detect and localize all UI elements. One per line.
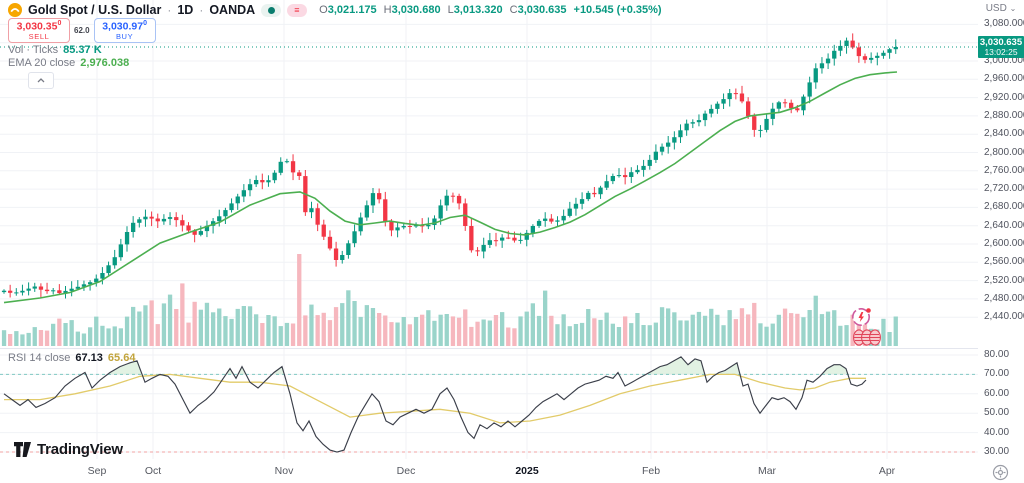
rsi-axis-label: 70.00 <box>984 368 1010 379</box>
flash-event-icon[interactable] <box>851 306 873 328</box>
high-value: 3,030.680 <box>391 4 441 16</box>
price-axis-label: 2,720.000 <box>984 183 1024 194</box>
ohlc-readout: O3,021.175 H3,030.680 L3,013.320 C3,030.… <box>319 4 662 16</box>
interval-label[interactable]: 1D <box>177 3 194 17</box>
price-axis-label: 2,880.000 <box>984 110 1024 121</box>
current-price-tag: 3,030.635 13:02:25 <box>978 36 1024 58</box>
open-value: 3,021.175 <box>327 4 377 16</box>
price-axis-label: 2,840.000 <box>984 128 1024 139</box>
time-axis-label: Mar <box>757 465 777 477</box>
rsi-ma-value: 65.64 <box>107 352 136 364</box>
time-axis-label: Oct <box>144 465 162 477</box>
tag-countdown: 13:02:25 <box>984 46 1018 57</box>
rsi-axis-label: 80.00 <box>984 349 1010 360</box>
price-axis-label: 2,600.000 <box>984 238 1024 249</box>
rsi-ma-line <box>4 373 866 424</box>
coins-event-icon[interactable] <box>853 328 881 347</box>
market-status-icon[interactable] <box>261 3 282 17</box>
ema-legend: EMA 20 close 2,976.038 <box>8 57 129 69</box>
axis-settings-icon[interactable] <box>992 464 1009 481</box>
time-axis-label: Feb <box>641 465 661 477</box>
ema-label: EMA 20 close <box>8 57 76 69</box>
rsi-overbought-fill <box>81 356 848 375</box>
rsi-label: RSI 14 close <box>8 352 71 364</box>
rsi-axis-label: 30.00 <box>984 446 1010 457</box>
rsi-axis-label: 60.00 <box>984 388 1010 399</box>
price-axis[interactable]: USD ⌄ 3,080.0003,040.0003,000.0002,960.0… <box>978 0 1024 459</box>
price-axis-label: 2,560.000 <box>984 256 1024 267</box>
change-value: +10.545 (+0.35%) <box>573 4 662 16</box>
volume-label: Vol · Ticks <box>8 44 59 56</box>
tag-price: 3,030.635 <box>979 36 1023 48</box>
time-axis-label: Apr <box>878 465 896 477</box>
rsi-line <box>3 356 867 453</box>
buy-button[interactable]: 3,030.970 BUY <box>93 18 156 43</box>
chevron-down-icon: ⌄ <box>1009 4 1017 13</box>
low-value: 3,013.320 <box>453 4 503 16</box>
time-axis[interactable]: Sep Oct Nov Dec 2025 Feb Mar Apr <box>0 459 1024 483</box>
price-axis-label: 2,480.000 <box>984 293 1024 304</box>
title-separator: · <box>167 3 172 17</box>
news-menu-icon[interactable]: ≡ <box>287 3 308 17</box>
title-separator2: · <box>199 3 204 17</box>
price-axis-label: 2,920.000 <box>984 92 1024 103</box>
rsi-axis-label: 50.00 <box>984 407 1010 418</box>
symbol-legend: Gold Spot / U.S. Dollar · 1D · OANDA ≡ O… <box>8 3 662 17</box>
ema20-line <box>3 71 898 304</box>
time-axis-label: 2025 <box>515 465 539 477</box>
price-axis-label: 2,640.000 <box>984 220 1024 231</box>
watermark-text: TradingView <box>37 441 123 458</box>
ema-value: 2,976.038 <box>80 57 130 69</box>
rsi-value: 67.13 <box>75 352 103 364</box>
price-axis-label: 2,960.000 <box>984 73 1024 84</box>
spread-value: 62.0 <box>74 26 90 35</box>
time-axis-label: Sep <box>87 465 107 477</box>
rsi-axis-label: 40.00 <box>984 427 1010 438</box>
price-axis-label: 2,680.000 <box>984 201 1024 212</box>
rsi-legend: RSI 14 close 67.13 65.64 <box>8 352 135 364</box>
volume-value: 85.37 K <box>63 44 102 56</box>
price-axis-label: 2,520.000 <box>984 275 1024 286</box>
volume-series <box>1 254 898 346</box>
time-axis-label: Dec <box>396 465 416 477</box>
price-axis-label: 2,440.000 <box>984 311 1024 322</box>
volume-legend: Vol · Ticks 85.37 K <box>8 44 102 56</box>
collapse-indicators-button[interactable] <box>28 72 54 89</box>
sell-button[interactable]: 3,030.350 SELL <box>8 18 70 43</box>
close-value: 3,030.635 <box>517 4 567 16</box>
order-panel: 3,030.350 SELL 62.0 3,030.970 BUY <box>8 18 156 43</box>
chart-canvas[interactable] <box>0 0 978 459</box>
pane-separator[interactable] <box>0 348 1024 349</box>
chevron-up-icon <box>37 78 45 83</box>
price-axis-label: 3,080.000 <box>984 18 1024 29</box>
price-axis-label: 2,800.000 <box>984 147 1024 158</box>
price-axis-label: 3,000.000 <box>984 55 1024 66</box>
tradingview-logo-icon <box>14 442 31 457</box>
currency-selector[interactable]: USD ⌄ <box>985 3 1017 14</box>
exchange-label: OANDA <box>209 3 256 17</box>
price-axis-label: 2,760.000 <box>984 165 1024 176</box>
symbol-title[interactable]: Gold Spot / U.S. Dollar <box>28 3 162 17</box>
tradingview-watermark[interactable]: TradingView <box>14 441 123 458</box>
time-axis-label: Nov <box>274 465 294 477</box>
green-dot-icon <box>267 6 275 14</box>
grid <box>0 0 978 459</box>
symbol-logo <box>8 3 22 17</box>
